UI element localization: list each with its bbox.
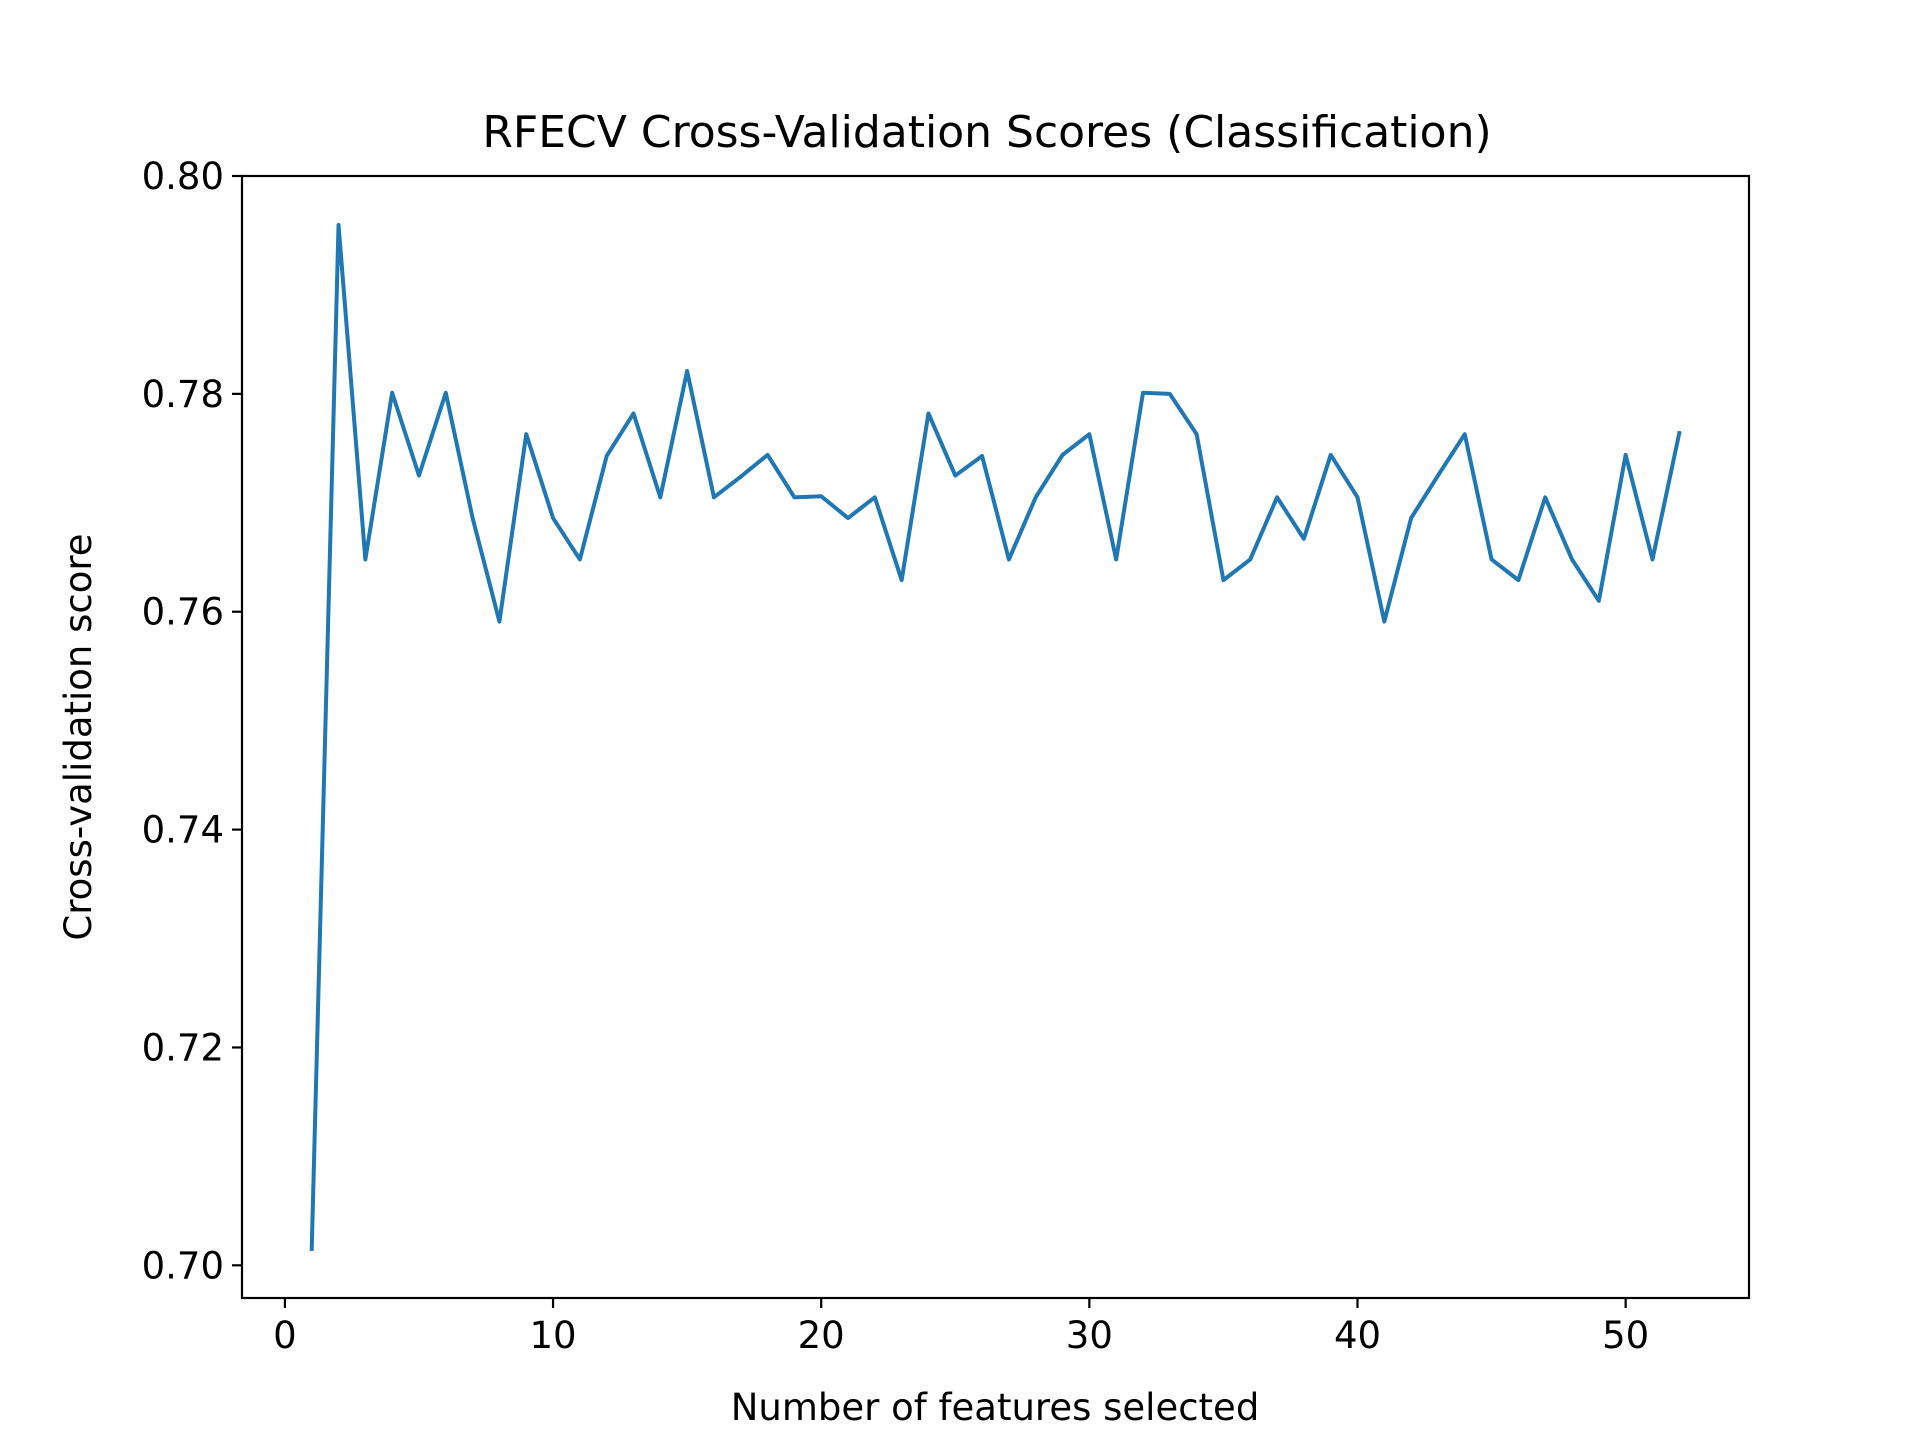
series-line: [309, 223, 1682, 1252]
y-tick-label: 0.74: [142, 809, 224, 852]
y-tick-label: 0.70: [142, 1244, 224, 1287]
x-tick-label: 10: [530, 1314, 577, 1357]
y-tick-label: 0.78: [142, 373, 224, 416]
series-layer: [309, 223, 1682, 1252]
x-axis-label: Number of features selected: [731, 1386, 1260, 1429]
x-tick-label: 0: [273, 1314, 297, 1357]
y-tick-label: 0.80: [142, 155, 224, 198]
plot-area: 0 10 20 30 40 50 0.70 0.72 0.74 0.76 0.78 0.80: [142, 155, 1751, 1357]
y-ticks: 0.70 0.72 0.74 0.76 0.78 0.80: [142, 155, 242, 1287]
x-tick-label: 40: [1334, 1314, 1381, 1357]
x-tick-label: 50: [1602, 1314, 1649, 1357]
chart-title: RFECV Cross-Validation Scores (Classific…: [482, 107, 1491, 158]
x-ticks: 0 10 20 30 40 50: [273, 1298, 1649, 1357]
y-axis-label: Cross-validation score: [57, 533, 100, 940]
x-tick-label: 30: [1066, 1314, 1113, 1357]
x-tick-label: 20: [798, 1314, 845, 1357]
y-tick-label: 0.76: [142, 591, 224, 634]
y-tick-label: 0.72: [142, 1026, 224, 1069]
plot-frame: [240, 174, 1751, 1300]
